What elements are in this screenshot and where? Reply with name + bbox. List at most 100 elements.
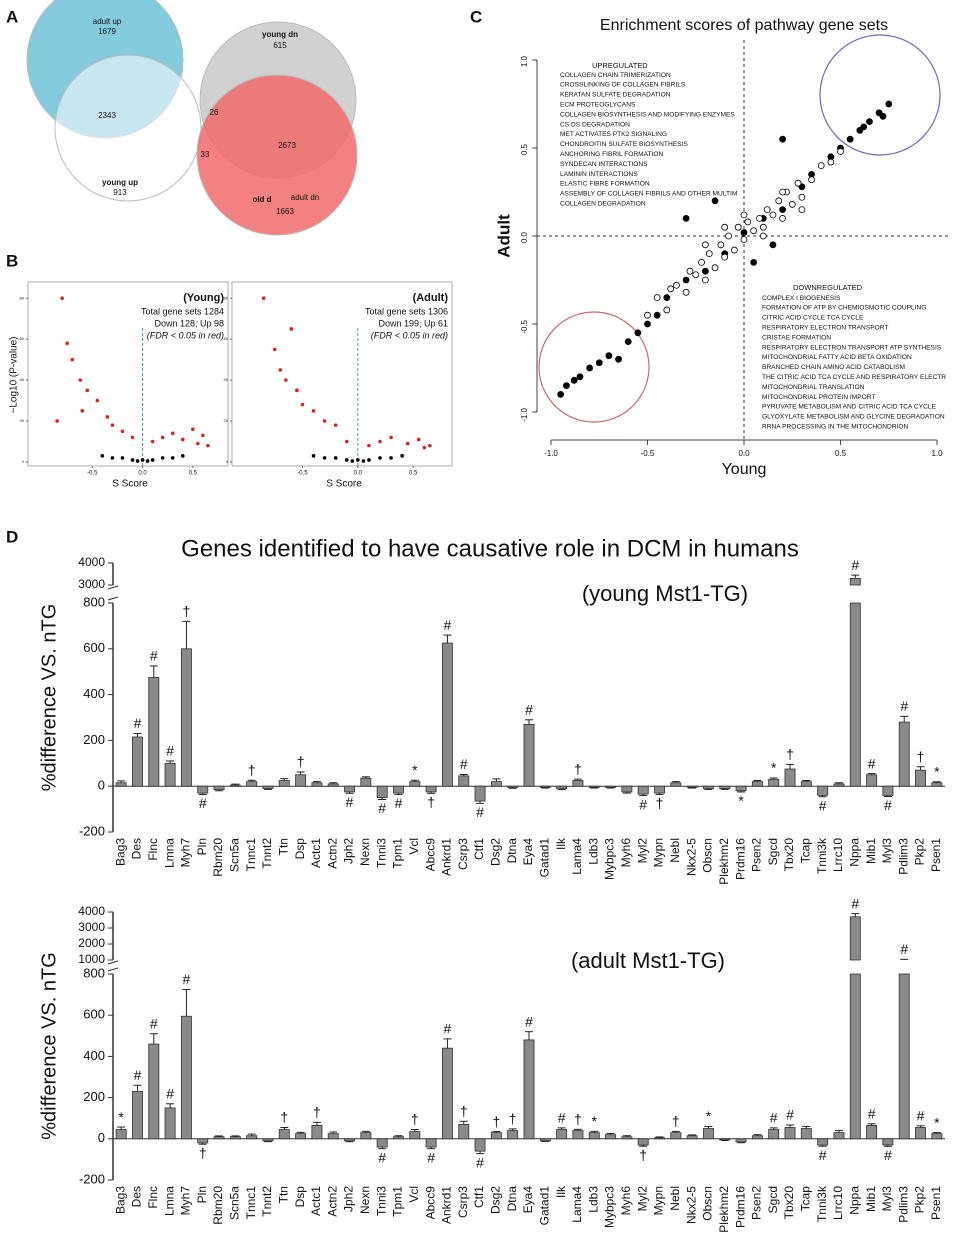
x-tick-label: Lrrc10 [831,838,845,872]
point [576,373,584,381]
point [846,135,854,143]
x-tick-label: Dsp [293,838,307,860]
y-tick-label: 200 [83,732,105,747]
significance-mark: # [427,1149,435,1165]
bar [898,973,910,1140]
y-tick-label: 2000 [78,936,105,950]
bar [719,785,731,789]
panel-label: D [6,527,18,546]
significance-mark: * [738,793,744,809]
point [110,456,115,460]
point [130,458,135,462]
bar [866,1125,878,1140]
significance-mark: † [786,746,794,762]
y-tick-label: 20 [224,418,229,423]
list-item: FORMATION OF ATP BY CHEMIOSMOTIC COUPLIN… [762,305,926,312]
significance-mark: # [378,800,386,816]
x-tick-label: Dsg2 [489,838,503,866]
x-tick-label: Pln [195,1186,209,1203]
x-tick-label: Ctf1 [472,1186,486,1208]
point [333,423,338,427]
point [180,437,185,442]
list-item: CRISTAE FORMATION [762,334,831,341]
bar [474,785,486,802]
list-item: COLLAGEN DEGRADATION [560,200,646,207]
point [653,294,661,302]
point [367,443,371,448]
point [595,359,603,367]
y-tick-label: -200 [79,1171,105,1186]
significance-mark: † [917,748,925,764]
significance-mark: # [851,895,859,911]
x-tick-label: Gatad1 [537,1186,551,1226]
x-tick-label: 0.0 [738,449,750,458]
point [734,223,742,231]
x-tick-label: 0.5 [409,471,418,477]
x-tick-label: Lmna [162,1186,176,1216]
point [135,459,140,463]
point [682,288,690,296]
point [70,357,75,362]
point [624,338,632,346]
point [196,441,200,446]
significance-mark: † [492,1113,500,1129]
y-tick-label: 600 [83,640,105,655]
significance-mark: # [395,795,403,811]
y-tick-label: 3000 [78,920,105,934]
axis-break [107,585,119,590]
list-item: RESPIRATORY ELECTRON TRANSPORT ATP SYNTH… [762,344,942,351]
bar [213,1136,225,1140]
significance-mark: # [460,756,468,772]
y-tick-label: 800 [83,965,105,980]
y-tick-label: -1.0 [520,407,529,421]
point [653,311,661,319]
x-tick-label: Ttn [276,838,290,855]
x-axis-label: S Score [112,479,148,490]
bar [229,1136,241,1140]
x-tick-label: Tpm1 [391,838,405,869]
venn-label: young up [102,178,138,187]
x-tick-label: Plekhm2 [717,1186,731,1233]
x-tick-label: Ankrd1 [440,1186,454,1224]
annotation: Down 199; Up 61 [378,318,448,328]
significance-mark: † [248,762,256,778]
x-tick-label: Tpm1 [391,1186,405,1217]
significance-mark: # [346,794,354,810]
significance-mark: # [639,796,647,812]
y-tick-label: 200 [83,1089,105,1104]
significance-mark: # [476,804,484,820]
x-tick-label: -1.0 [544,449,558,458]
point [150,458,155,462]
point [702,241,709,249]
x-tick-label: Eya4 [521,1186,535,1214]
plot-frame [231,281,453,467]
significance-mark: † [199,1145,207,1161]
chart-title: Genes identified to have causative role … [181,535,799,562]
point [721,223,729,231]
x-tick-label: Lrrc10 [831,1186,845,1220]
highlight-circle [538,311,650,423]
point [389,435,393,440]
point [763,206,771,214]
list-item: CHONDROITIN SULFATE BIOSYNTHESIS [560,141,688,148]
point [663,306,671,314]
significance-mark: * [118,1109,124,1125]
list-item: MET ACTIVATES PTK2 SIGNALING [560,131,667,138]
point [378,456,382,460]
bar [115,782,127,787]
bar [425,1138,437,1148]
y-tick-label: 80 [20,295,25,300]
point [311,409,316,413]
x-tick-label: Tnnt2 [260,838,274,869]
bar [295,774,307,787]
x-tick-label: Bag3 [113,1186,127,1214]
bar [915,1127,926,1140]
significance-mark: † [427,794,435,810]
y-tick-label: 400 [83,686,105,701]
point [725,232,732,240]
point [65,341,69,346]
point [779,188,786,196]
significance-mark: # [786,1107,794,1123]
bar [474,1138,486,1152]
